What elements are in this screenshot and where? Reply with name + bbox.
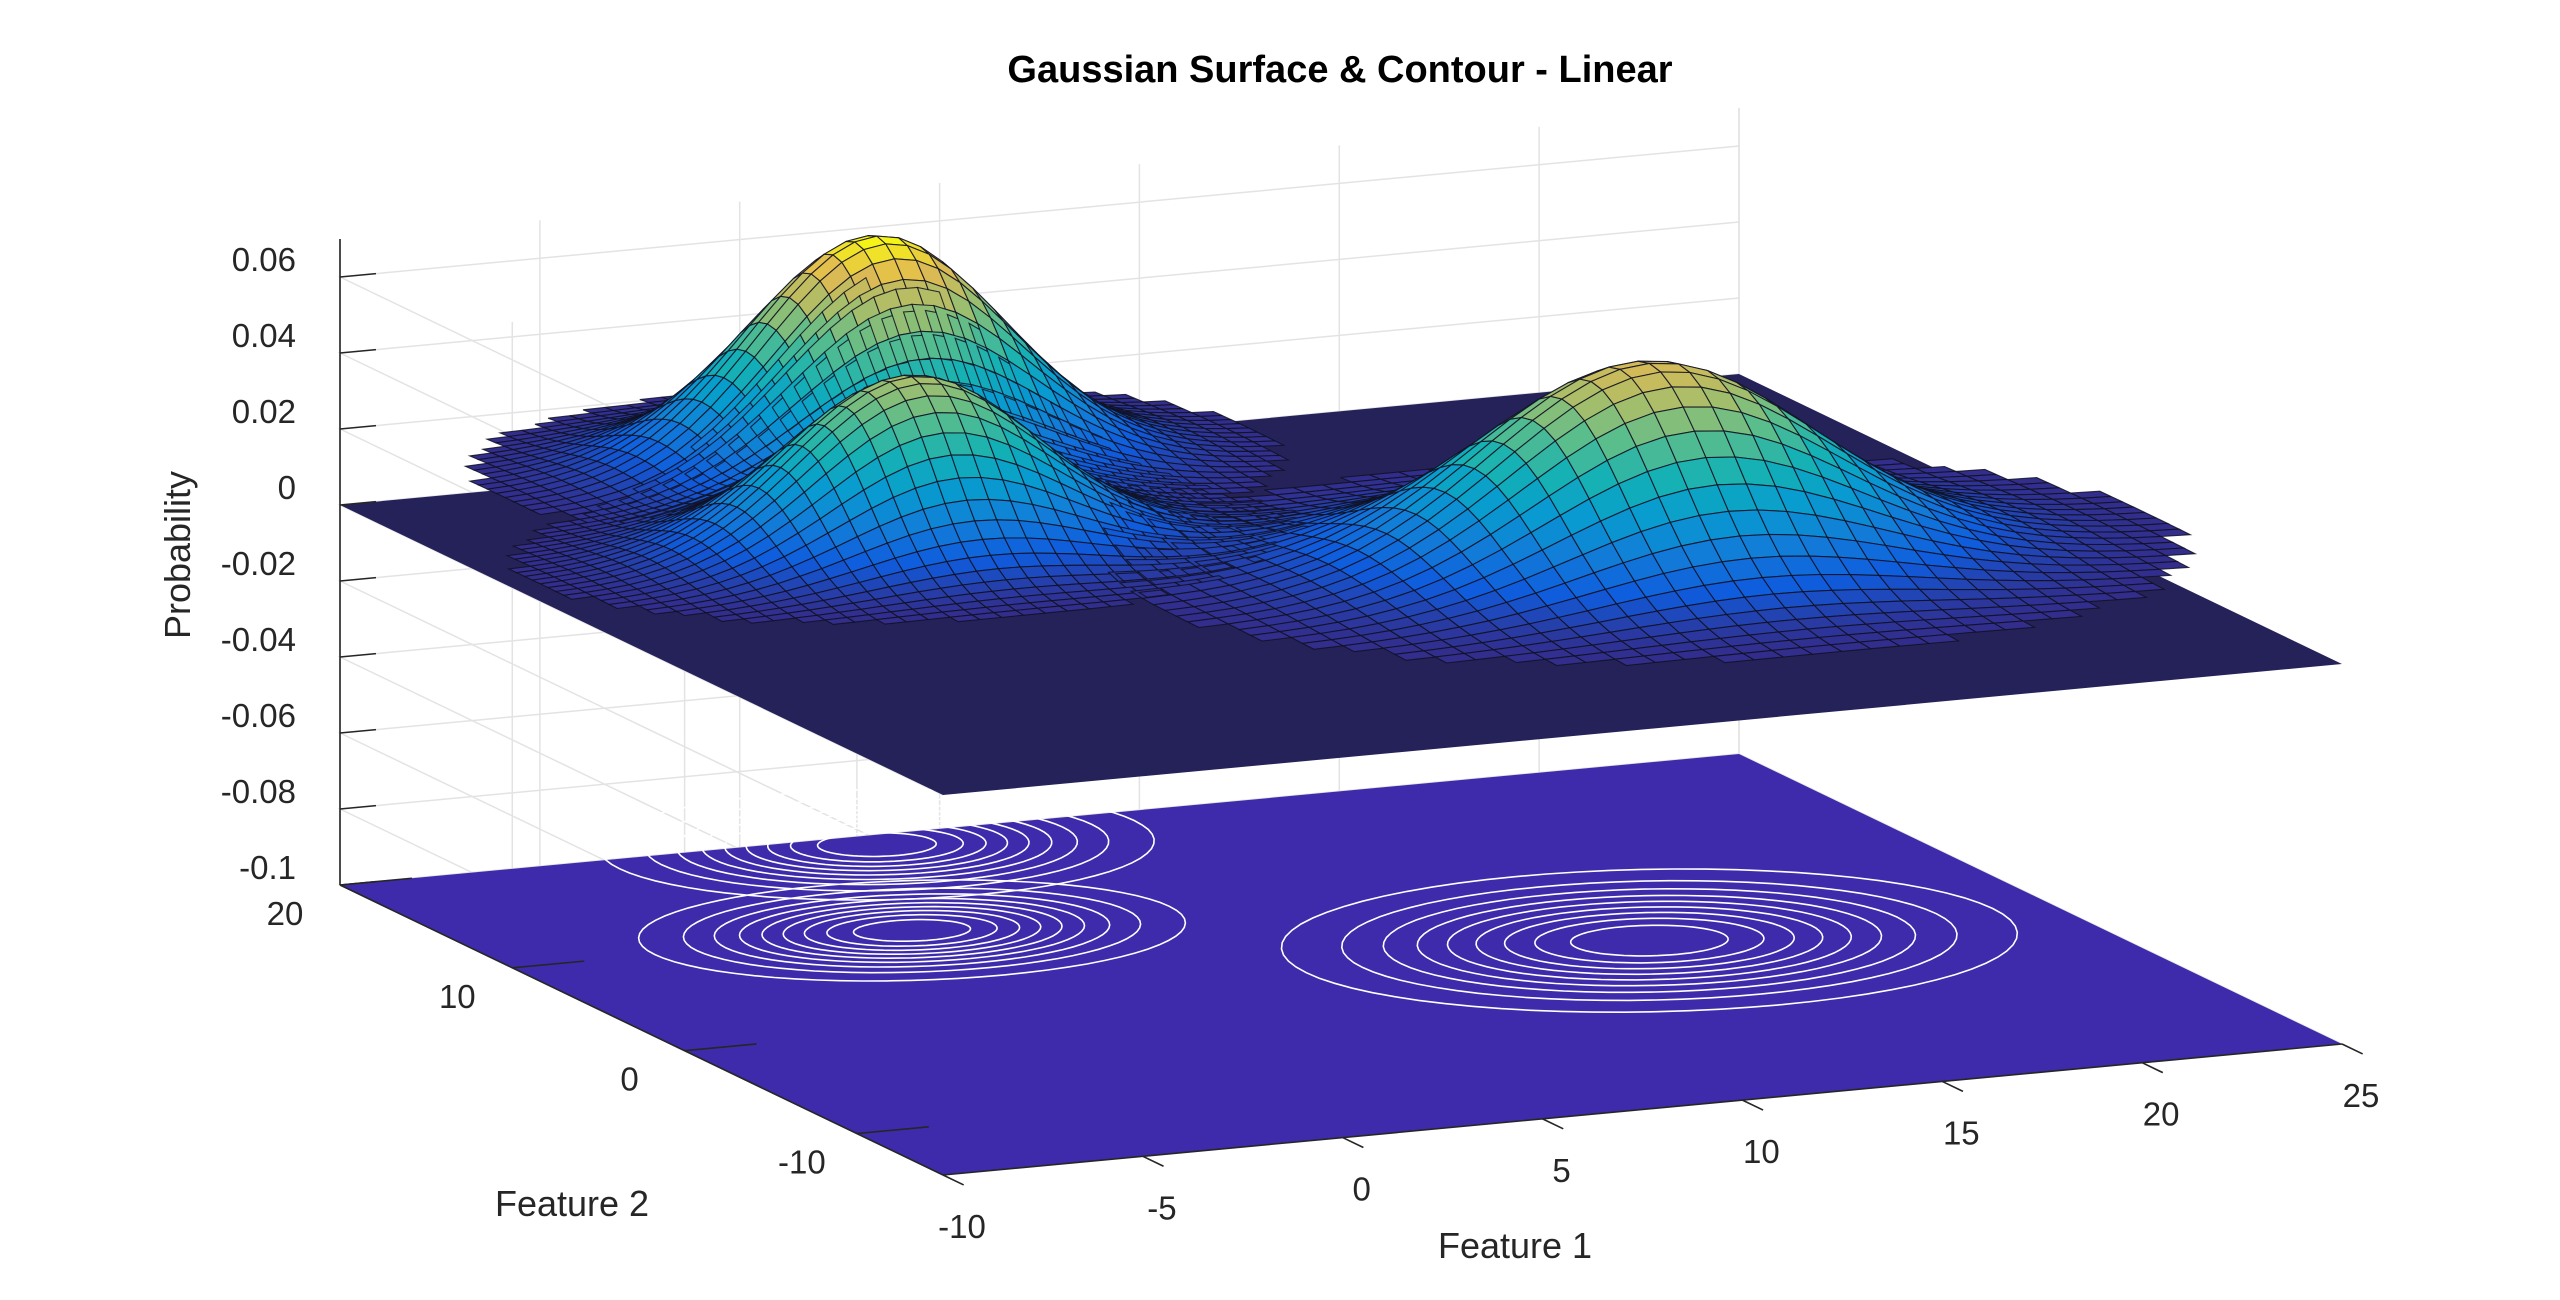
z-tick [339, 728, 377, 734]
surface-patch [1220, 487, 1254, 494]
surface-patch [2128, 568, 2173, 578]
contour-level-1 [782, 905, 1042, 956]
x-tick [1941, 1080, 1964, 1093]
contour-level-3 [1503, 911, 1796, 970]
y-axis-label: Feature 2 [495, 1183, 649, 1224]
x-tick-label: 20 [2143, 1096, 2180, 1133]
contour-level-1 [682, 887, 1142, 974]
x-tick-label: 15 [1943, 1114, 1980, 1151]
y-tick-label: -10 [778, 1144, 826, 1181]
contour-level-3 [1475, 906, 1824, 976]
z-tick-label: -0.04 [221, 621, 296, 658]
surface-patch [1250, 440, 1286, 447]
contour-level-3 [1340, 879, 1958, 1002]
surface-patch [1238, 470, 1274, 478]
x-tick [1142, 1155, 1164, 1167]
contour-level-3 [1534, 917, 1765, 964]
y-tick-label: 10 [439, 978, 476, 1015]
z-tick [339, 348, 377, 354]
x-tick-label: 10 [1743, 1133, 1780, 1170]
contour-level-2 [766, 822, 987, 868]
contour-level-1 [803, 909, 1021, 952]
x-tick [942, 1174, 965, 1186]
z-axis-label: Probability [157, 471, 198, 639]
surface-patch [1101, 599, 1135, 608]
contour-level-2 [789, 826, 965, 863]
surface-patch [1234, 481, 1269, 489]
x-tick [1542, 1118, 1564, 1130]
surface-patch [1255, 454, 1291, 462]
y-tick [512, 960, 585, 969]
z-tick-label: -0.02 [221, 545, 296, 582]
z-tick-label: -0.06 [221, 697, 296, 734]
contour-plot [340, 754, 2342, 1175]
surface-patch [2121, 582, 2167, 592]
z-tick [339, 272, 377, 278]
surface-patch [2103, 590, 2149, 601]
contour-level-1 [738, 897, 1086, 964]
contour-level-2 [723, 813, 1030, 876]
contour-level-1 [826, 913, 998, 948]
chart-title: Gaussian Surface & Contour - Linear [1007, 49, 1672, 91]
x-axis-line [942, 1043, 2343, 1176]
contour-level-3 [1382, 887, 1917, 994]
z-tick [339, 652, 377, 658]
x-tick-label: 25 [2343, 1077, 2380, 1114]
z-tick-label: -0.08 [221, 773, 296, 810]
y-tick-label: 20 [267, 895, 304, 932]
contour-plane [340, 754, 2342, 1175]
contour-level-3 [1280, 868, 2019, 1014]
contour-level-2 [816, 831, 938, 858]
contour-level-3 [1569, 924, 1729, 957]
z-tick [339, 424, 377, 430]
x-tick [2341, 1043, 2364, 1055]
surface-patch [1992, 620, 2037, 631]
contour-level-2 [675, 803, 1079, 886]
x-axis-label: Feature 1 [1438, 1225, 1592, 1266]
y-tick-label: 0 [620, 1061, 638, 1098]
x-tick-label: -5 [1147, 1189, 1176, 1226]
contour-level-2 [644, 797, 1110, 892]
contour-level-2 [701, 808, 1053, 881]
contour-level-1 [761, 901, 1063, 960]
surface-patch [2039, 609, 2084, 620]
x-tick [2141, 1061, 2164, 1074]
surface-patch [2146, 560, 2191, 570]
z-tick [339, 804, 377, 810]
contour-level-2 [598, 788, 1155, 901]
surface-patch [2152, 547, 2198, 557]
surface-plot [340, 235, 2342, 795]
surface-patch [2056, 601, 2102, 611]
contour-level-2 [745, 817, 1009, 872]
z-tick-label: 0 [278, 469, 296, 506]
z-tick [339, 500, 377, 506]
contour-level-3 [1446, 900, 1853, 981]
z-tick-label: 0.02 [232, 393, 296, 430]
z-tick-label: 0.06 [232, 241, 296, 278]
z-tick-label: -0.1 [239, 849, 296, 886]
y-tick [684, 1043, 757, 1052]
contour-level-3 [1416, 894, 1883, 987]
x-tick [1342, 1136, 1364, 1149]
x-tick [1742, 1099, 1764, 1111]
surface-patch [1251, 465, 1287, 472]
x-tick-label: -10 [938, 1208, 986, 1245]
y-tick [856, 1126, 929, 1135]
surface-patch [2147, 528, 2193, 538]
z-tick [339, 576, 377, 582]
contour-level-1 [852, 918, 972, 943]
x-tick-label: 0 [1353, 1171, 1371, 1208]
contour-level-1 [713, 893, 1111, 968]
axes-layer: -10 -5 0 5 10 15 20 25 -10 0 10 20 -0.1 -0.08 -0.06 -0.… [221, 239, 2380, 1245]
z-tick-label: 0.04 [232, 317, 296, 354]
z-tick [339, 880, 377, 886]
x-tick-label: 5 [1552, 1152, 1570, 1189]
y-axis-line [339, 884, 944, 1176]
surface-patch [1916, 633, 1961, 645]
